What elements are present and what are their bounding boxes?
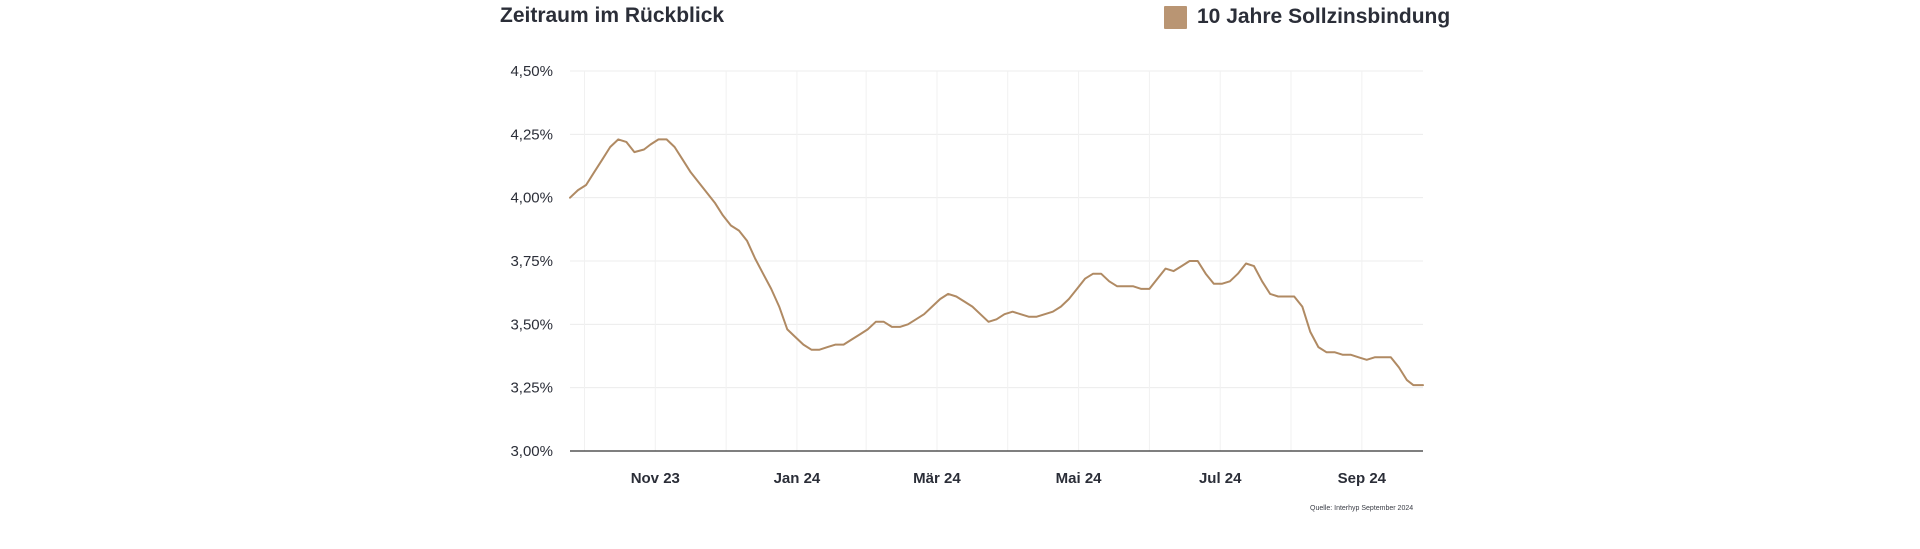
x-tick-label: Mai 24 [1056, 470, 1103, 487]
x-tick-label: Mär 24 [913, 470, 961, 487]
chart-title: Zeitraum im Rückblick [500, 4, 725, 27]
y-tick-label: 4,25% [510, 126, 553, 143]
series-line [569, 138, 1424, 387]
y-tick-label: 4,00% [510, 190, 553, 207]
y-tick-label: 3,75% [510, 253, 553, 270]
y-tick-label: 3,50% [510, 316, 553, 333]
y-tick-label: 3,25% [510, 380, 553, 397]
x-tick-label: Jul 24 [1199, 470, 1242, 487]
y-tick-label: 3,00% [510, 443, 553, 460]
source-note: Quelle: Interhyp September 2024 [1310, 505, 1414, 512]
y-tick-label: 4,50% [510, 63, 553, 80]
legend-swatch [1164, 5, 1187, 29]
legend-label: 10 Jahre Sollzinsbindung [1197, 5, 1451, 28]
x-tick-label: Jan 24 [774, 470, 821, 487]
x-tick-label: Sep 24 [1338, 470, 1387, 487]
chart-legend: 10 Jahre Sollzinsbindung [1164, 5, 1450, 29]
x-tick-label: Nov 23 [631, 470, 680, 487]
